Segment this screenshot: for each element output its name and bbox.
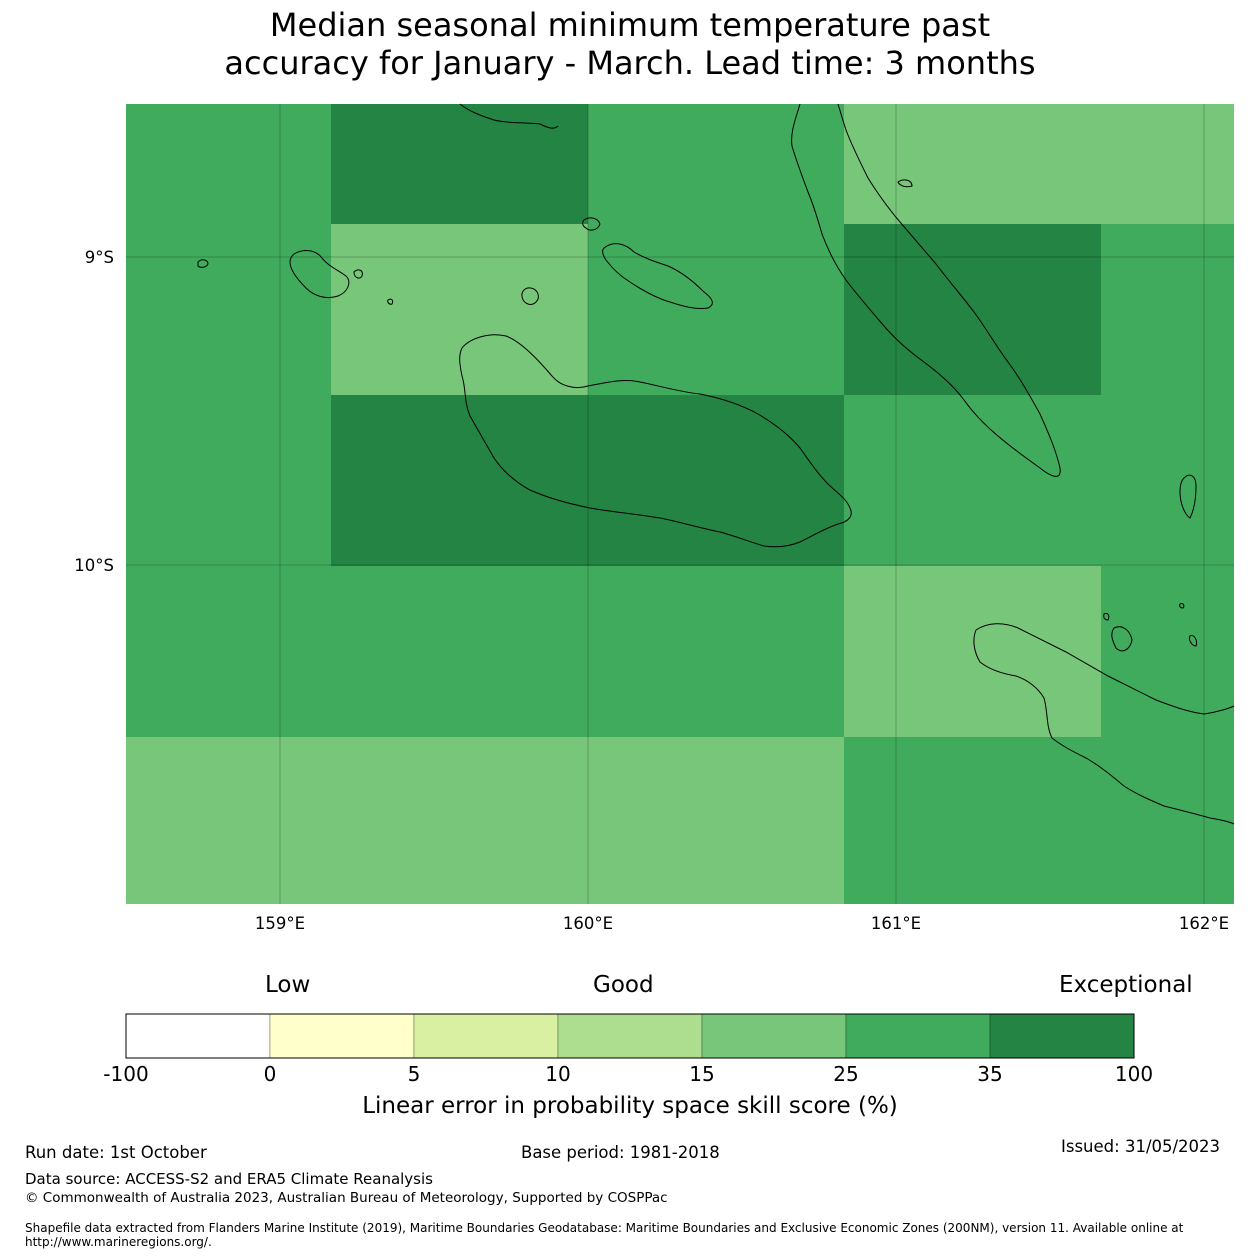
grid-cell — [844, 737, 1101, 904]
colorbar-bin — [989, 1013, 1135, 1059]
colorbar-bin — [845, 1013, 991, 1059]
issued-date: Issued: 31/05/2023 — [1061, 1137, 1221, 1156]
colorbar-label: Linear error in probability space skill … — [362, 1093, 898, 1119]
lat-tick-label: 10°S — [74, 556, 114, 575]
grid-cell — [1101, 566, 1234, 904]
colorbar-bin — [269, 1013, 415, 1059]
coastlines — [197, 103, 1235, 825]
coastline-ugi — [1111, 626, 1133, 652]
coastline-russell — [289, 250, 350, 299]
grid-cell — [844, 566, 1101, 737]
coastline-islet-1 — [197, 259, 209, 268]
colorbar-bin — [701, 1013, 847, 1059]
grid-cell — [126, 104, 331, 737]
colorbar-category-exceptional: Exceptional — [1059, 972, 1193, 998]
coastline-nggela — [602, 243, 713, 309]
lon-tick-label: 161°E — [871, 914, 921, 933]
skill-grid — [126, 104, 1234, 904]
colorbar-tick: 5 — [407, 1062, 421, 1086]
coastline-savo — [521, 287, 539, 305]
coastline-islet-5 — [1179, 603, 1185, 609]
colorbar-tick: 10 — [545, 1062, 571, 1086]
colorbar-bin — [413, 1013, 559, 1059]
colorbar-tick: -100 — [103, 1062, 149, 1086]
lon-tick-label: 162°E — [1179, 914, 1229, 933]
colorbar-tick: 25 — [833, 1062, 859, 1086]
coastline-guadalcanal — [459, 334, 852, 548]
colorbar-category-good: Good — [593, 972, 654, 998]
map-title: Median seasonal minimum temperature past… — [0, 6, 1260, 82]
colorbar-bin — [557, 1013, 703, 1059]
grid-cell — [844, 395, 1101, 566]
grid-cell — [588, 104, 844, 395]
data-source: Data source: ACCESS-S2 and ERA5 Climate … — [25, 1170, 433, 1188]
lat-axis-labels: 9°S 10°S — [74, 248, 114, 575]
grid-cell — [331, 395, 844, 566]
coastline-isabel-top — [459, 103, 559, 129]
coastline-ulawa — [1179, 474, 1197, 519]
run-date: Run date: 1st October — [25, 1143, 207, 1162]
coastline-makira — [973, 623, 1235, 825]
colorbar-tick: 35 — [977, 1062, 1003, 1086]
coastline-islet-2 — [353, 269, 363, 279]
colorbar-outline — [125, 1013, 1135, 1059]
title-line-1: Median seasonal minimum temperature past — [269, 6, 991, 44]
copyright: © Commonwealth of Australia 2023, Austra… — [25, 1190, 668, 1206]
grid-cell — [1101, 224, 1234, 566]
graticule — [126, 104, 1234, 904]
lon-tick-label: 159°E — [255, 914, 305, 933]
colorbar-tick: 15 — [689, 1062, 715, 1086]
shapefile-credit: Shapefile data extracted from Flanders M… — [25, 1221, 1184, 1249]
colorbar-bin — [125, 1013, 271, 1059]
colorbar — [125, 1013, 1135, 1059]
coastline-malaita-small — [897, 179, 913, 188]
coastline-nggela-west — [582, 217, 601, 231]
coastline-islet-4 — [1103, 613, 1110, 621]
coastline-islet-3 — [387, 298, 394, 305]
lat-tick-label: 9°S — [85, 248, 114, 267]
colorbar-tick: 100 — [1114, 1062, 1154, 1086]
lon-axis-labels: 159°E 160°E 161°E 162°E — [255, 914, 1229, 933]
grid-cell — [331, 104, 588, 224]
colorbar-category-low: Low — [265, 972, 311, 998]
grid-cell — [331, 566, 844, 737]
title-line-2: accuracy for January - March. Lead time:… — [224, 44, 1036, 82]
lon-tick-label: 160°E — [563, 914, 613, 933]
base-period: Base period: 1981-2018 — [521, 1143, 720, 1162]
coastline-islet-6 — [1189, 635, 1197, 647]
grid-cell — [126, 737, 844, 904]
grid-cell — [844, 104, 1234, 224]
grid-cell — [331, 224, 588, 395]
colorbar-tick: 0 — [263, 1062, 277, 1086]
coastline-malaita — [791, 103, 1061, 477]
